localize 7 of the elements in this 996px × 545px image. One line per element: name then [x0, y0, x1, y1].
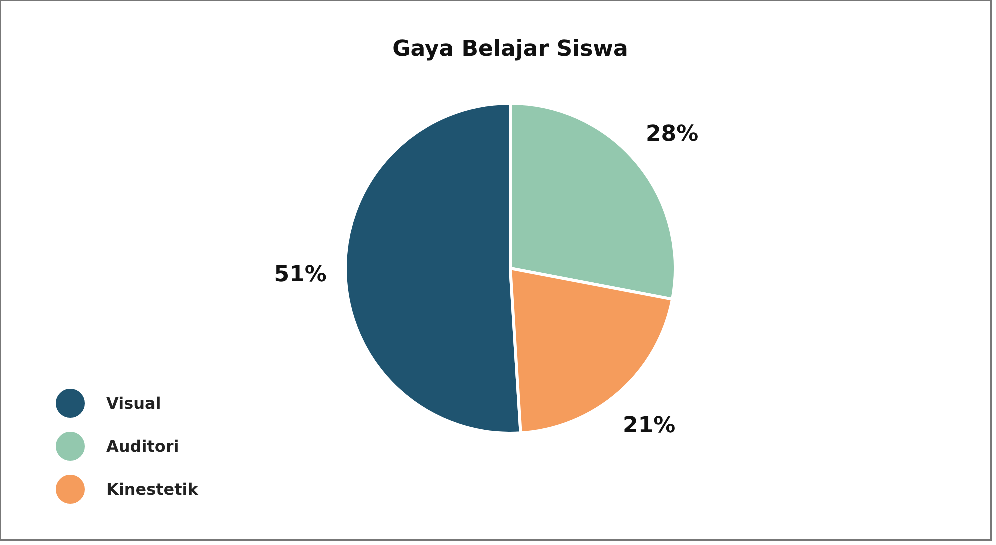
- data-label: 51%: [274, 262, 327, 288]
- chart-title: Gaya Belajar Siswa: [392, 37, 628, 62]
- data-label: 21%: [623, 414, 676, 439]
- data-label: 28%: [646, 122, 699, 148]
- legend-label: Visual: [106, 394, 162, 413]
- legend-label: Kinestetik: [106, 480, 199, 499]
- legend-label: Auditori: [106, 437, 180, 456]
